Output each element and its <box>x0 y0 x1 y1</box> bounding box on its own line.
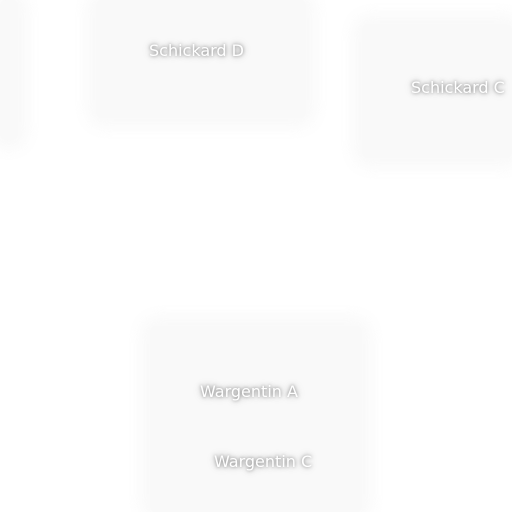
map-label-schickard-c[interactable]: Schickard C <box>411 78 505 97</box>
map-label-schickard-d[interactable]: Schickard D <box>149 41 244 60</box>
label-haze <box>0 0 18 140</box>
label-haze <box>96 0 306 118</box>
label-haze <box>362 24 512 158</box>
map-label-wargentin-c[interactable]: Wargentin C <box>214 452 313 471</box>
label-haze <box>150 326 362 512</box>
map-label-wargentin-a[interactable]: Wargentin A <box>200 382 298 401</box>
